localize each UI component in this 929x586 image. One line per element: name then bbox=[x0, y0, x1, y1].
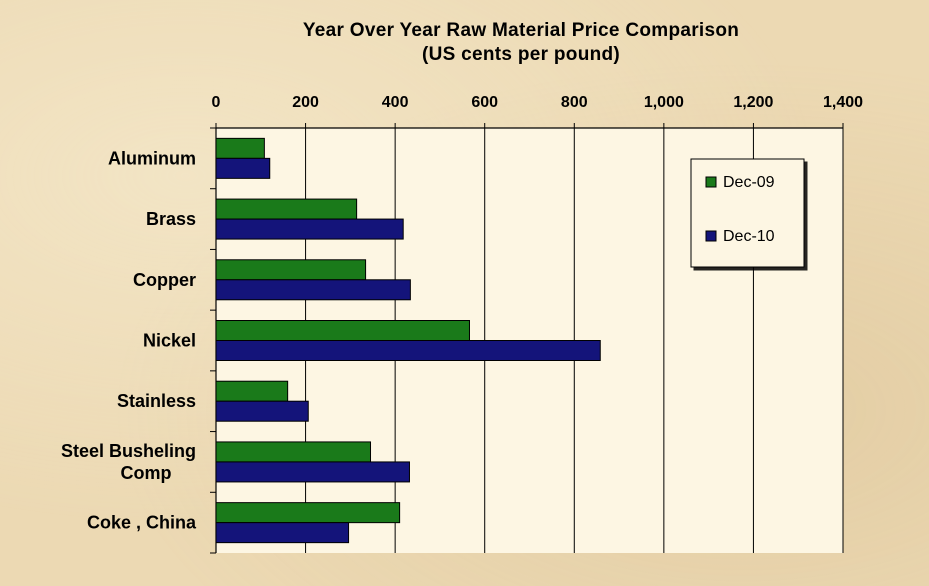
category-label: Steel Busheling bbox=[61, 441, 196, 461]
bar-dec-09-2 bbox=[215, 259, 367, 281]
chart-title: Year Over Year Raw Material Price Compar… bbox=[302, 20, 740, 41]
bar-dec-10-0 bbox=[215, 157, 271, 179]
x-tick-label: 400 bbox=[382, 94, 409, 111]
legend-label-dec-10: Dec-10 bbox=[723, 228, 775, 245]
chart-subtitle: (US cents per pound) bbox=[421, 44, 621, 65]
bar-dec-09-5 bbox=[215, 441, 372, 463]
x-tick-label: 1,000 bbox=[644, 94, 684, 111]
category-label: Copper bbox=[133, 270, 196, 290]
bar-dec-10-3 bbox=[215, 340, 601, 361]
legend-swatch-dec-09 bbox=[705, 176, 717, 188]
bar-dec-09-0 bbox=[215, 137, 265, 159]
bar-dec-10-4 bbox=[215, 400, 309, 422]
x-tick-label: 0 bbox=[212, 94, 221, 111]
x-tick-label: 200 bbox=[292, 94, 319, 111]
x-tick-label: 600 bbox=[471, 94, 498, 111]
bar-dec-09-6 bbox=[215, 502, 401, 524]
category-label: Comp bbox=[121, 463, 172, 483]
legend-label-dec-09: Dec-09 bbox=[723, 174, 775, 191]
x-tick-label: 1,200 bbox=[733, 94, 773, 111]
category-label: Coke , China bbox=[87, 513, 197, 533]
x-tick-label: 800 bbox=[561, 94, 588, 111]
category-label: Nickel bbox=[143, 331, 196, 351]
category-label: Stainless bbox=[117, 391, 196, 411]
bar-dec-09-4 bbox=[215, 380, 289, 402]
bar-dec-10-5 bbox=[215, 461, 410, 483]
bar-dec-09-3 bbox=[215, 320, 470, 341]
bar-dec-10-6 bbox=[215, 522, 350, 544]
category-label: Brass bbox=[146, 209, 196, 229]
bar-dec-09-1 bbox=[215, 198, 358, 220]
bar-dec-10-1 bbox=[215, 218, 404, 240]
legend-swatch-dec-10 bbox=[705, 230, 717, 242]
bar-dec-10-2 bbox=[215, 279, 411, 301]
category-label: Aluminum bbox=[108, 148, 196, 168]
x-tick-label: 1,400 bbox=[823, 94, 863, 111]
